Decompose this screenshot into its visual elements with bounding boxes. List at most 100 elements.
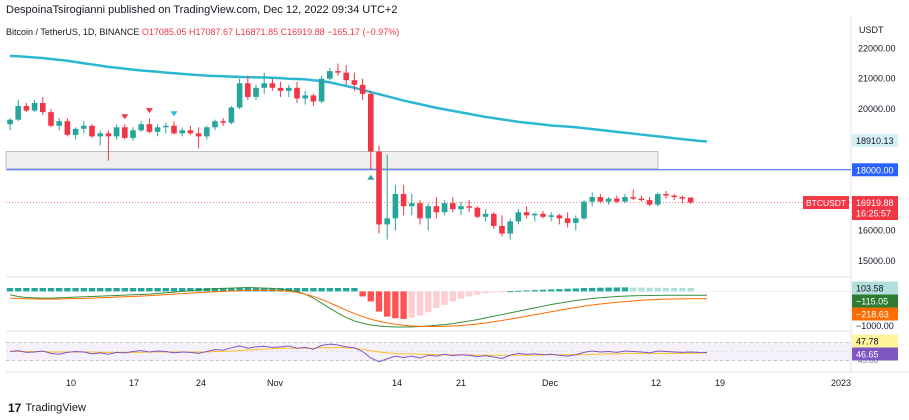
candle-body	[630, 197, 636, 199]
macd-histogram-bar	[384, 291, 391, 317]
macd-histogram-bar	[482, 291, 489, 294]
price-axis-tick: 21000.00	[858, 74, 896, 84]
macd-histogram-bar	[359, 291, 366, 297]
macd-value-label-bg	[852, 294, 898, 308]
candle-body	[564, 218, 571, 223]
symbol-legend: Bitcoin / TetherUS, 1D, BINANCE O17085.0…	[6, 27, 399, 37]
candle-body	[335, 71, 341, 73]
macd-histogram-bar	[621, 287, 629, 292]
candle-body	[556, 215, 563, 219]
sell-signal-marker	[170, 111, 178, 117]
candle-body	[384, 218, 390, 225]
candle-body	[663, 194, 669, 196]
candle-body	[179, 130, 185, 134]
macd-histogram-bar	[564, 288, 571, 292]
candle-body	[671, 195, 677, 198]
candle-body	[187, 130, 194, 134]
macd-histogram-bar	[556, 289, 563, 292]
macd-histogram-bar	[605, 287, 612, 292]
tradingview-brand[interactable]: 17 TradingView	[8, 401, 86, 415]
candle-body	[359, 84, 366, 94]
ohlc-low: L16871.85	[235, 27, 279, 37]
candle-body	[400, 194, 407, 207]
candle-body	[204, 127, 210, 137]
macd-histogram-bar	[162, 287, 169, 292]
candle-body	[286, 87, 292, 91]
macd-histogram-bar	[293, 287, 301, 292]
macd-histogram-bar	[23, 287, 30, 292]
macd-histogram-bar	[671, 287, 678, 292]
macd-histogram-bar	[457, 291, 465, 299]
macd-histogram-bar	[187, 287, 194, 292]
candle-body	[97, 133, 103, 137]
macd-histogram-bar	[367, 291, 374, 302]
macd-histogram-bar	[589, 287, 596, 292]
candle-body	[327, 71, 333, 79]
macd-histogram-bar	[531, 290, 538, 292]
ohlc-high: H17087.67	[188, 27, 234, 37]
macd-histogram-bar	[170, 287, 178, 292]
candle-body	[532, 213, 538, 216]
symbol-tag: BTCUSDT	[806, 198, 846, 208]
ohlc-close: C16919.88	[280, 27, 325, 37]
candle-body	[548, 215, 554, 217]
macd-histogram-bar	[523, 290, 530, 292]
candle-body	[433, 206, 440, 213]
candle-body	[679, 197, 686, 199]
macd-histogram-bar	[236, 287, 243, 292]
candle-body	[269, 83, 276, 88]
macd-histogram-bar	[408, 291, 415, 318]
candle-body	[523, 212, 530, 216]
countdown-label: 16:25:57	[856, 209, 891, 219]
macd-histogram-bar	[105, 287, 112, 292]
ohlc-open: O17085.05	[141, 27, 187, 37]
candle-body	[81, 125, 87, 129]
macd-line	[9, 287, 707, 328]
candle-body	[15, 106, 21, 120]
candle-body	[40, 102, 46, 113]
candle-body	[122, 127, 128, 138]
candle-body	[351, 80, 358, 85]
macd-histogram-bar	[47, 287, 55, 292]
macd-histogram-bar	[490, 291, 497, 293]
candle-body	[236, 83, 243, 108]
price-axis-tick: 20000.00	[858, 104, 896, 114]
candle-body	[64, 121, 71, 135]
candle-body	[597, 197, 604, 202]
time-axis-tick: 17	[129, 378, 139, 388]
candle-body	[23, 106, 30, 111]
time-axis-tick: 14	[392, 378, 402, 388]
candle-body	[540, 213, 546, 217]
candle-body	[425, 206, 431, 219]
macd-histogram-bar	[113, 287, 120, 292]
macd-histogram-bar	[138, 287, 145, 292]
candle-body	[605, 198, 612, 202]
candle-body	[253, 87, 259, 97]
candle-body	[130, 130, 136, 138]
price-axis-tick: 22000.00	[858, 43, 896, 53]
candle-body	[261, 83, 267, 88]
candle-body	[171, 125, 177, 134]
moving-average-line	[9, 54, 708, 143]
macd-histogram-bar	[129, 287, 137, 292]
buy-signal-marker	[367, 174, 375, 180]
candle-body	[56, 121, 62, 126]
macd-histogram-bar	[64, 287, 71, 292]
candle-body	[409, 203, 415, 207]
candle-body	[163, 125, 169, 128]
time-axis-tick: 10	[66, 378, 76, 388]
rsi-line	[9, 343, 708, 363]
macd-histogram-bar	[474, 291, 481, 295]
macd-histogram-bar	[392, 291, 399, 319]
candle-body	[474, 207, 481, 217]
candle-body	[581, 201, 587, 219]
tradingview-logo-icon: 17	[8, 401, 22, 415]
candle-body	[294, 87, 300, 99]
candle-body	[622, 197, 628, 202]
candle-body	[482, 213, 489, 217]
macd-histogram-bar	[441, 291, 448, 305]
macd-histogram-bar	[580, 288, 588, 292]
macd-histogram-bar	[425, 291, 432, 313]
macd-histogram-bar	[146, 287, 153, 292]
